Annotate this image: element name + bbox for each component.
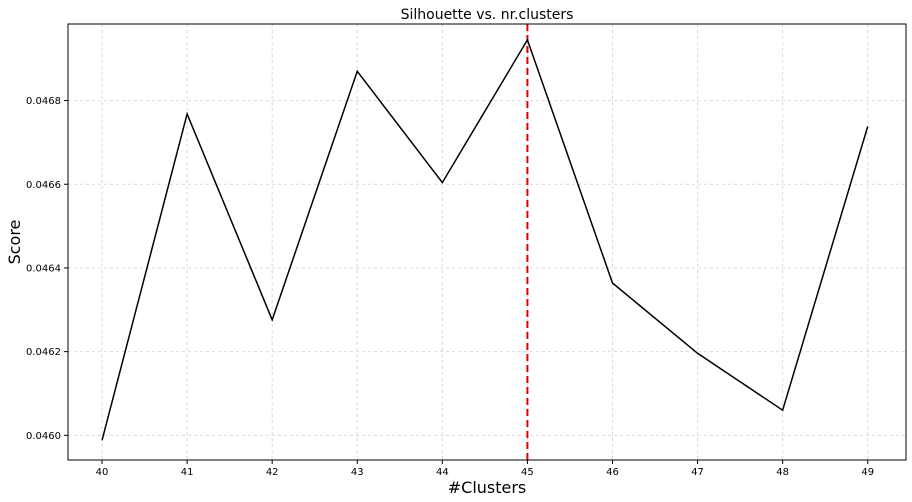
- y-axis-label: Score: [5, 220, 24, 265]
- y-tick-label: 0.0464: [26, 263, 61, 274]
- x-tick-label: 44: [436, 467, 449, 478]
- x-tick-label: 47: [691, 467, 704, 478]
- x-tick-label: 42: [266, 467, 279, 478]
- x-tick-label: 45: [521, 467, 534, 478]
- y-axis-ticks: 0.0460 0.0462 0.0464 0.0466 0.0468: [26, 96, 68, 442]
- x-tick-label: 43: [351, 467, 364, 478]
- series-layer: [101, 38, 869, 441]
- y-tick-label: 0.0468: [26, 96, 61, 107]
- x-tick-label: 48: [776, 467, 789, 478]
- x-axis-label: #Clusters: [448, 478, 527, 497]
- x-tick-label: 41: [181, 467, 194, 478]
- y-tick-label: 0.0462: [26, 347, 61, 358]
- chart-title: Silhouette vs. nr.clusters: [401, 7, 574, 23]
- x-axis-ticks: 40 41 42 43 44 45 46 47 48 49: [96, 460, 874, 478]
- y-tick-label: 0.0460: [26, 431, 61, 442]
- silhouette-series-line: [101, 38, 869, 441]
- x-tick-label: 46: [606, 467, 619, 478]
- y-tick-label: 0.0466: [26, 180, 61, 191]
- x-tick-label: 40: [96, 467, 109, 478]
- axes-frame: [67, 23, 907, 461]
- grid: [68, 24, 906, 460]
- x-tick-label: 49: [861, 467, 874, 478]
